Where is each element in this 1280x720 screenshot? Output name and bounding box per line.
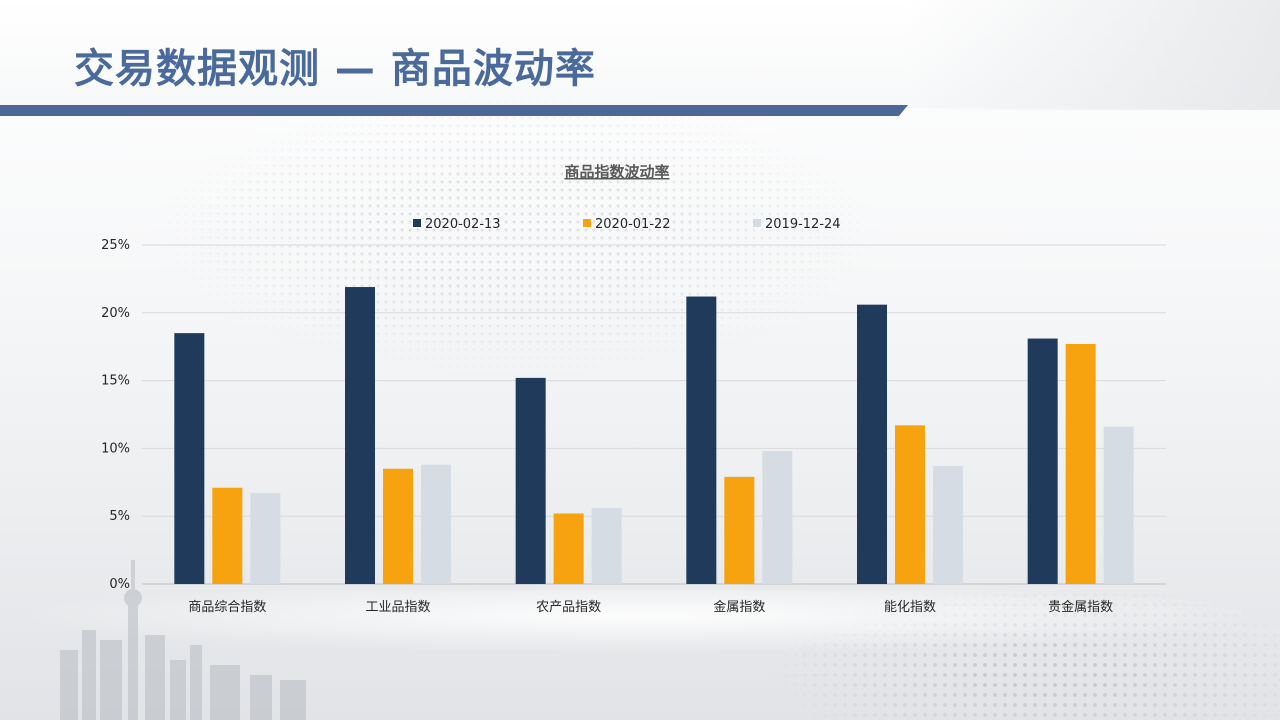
- bar: [762, 451, 793, 584]
- x-category-label: 农产品指数: [536, 600, 601, 615]
- legend-label: 2020-02-13: [425, 217, 501, 232]
- bar: [933, 466, 963, 584]
- x-category-label: 工业品指数: [365, 600, 430, 615]
- y-tick-label: 10%: [101, 441, 130, 456]
- y-axis-tick-labels: 0% 5% 10% 15% 20% 25%: [101, 238, 130, 592]
- x-category-label: 商品综合指数: [188, 600, 266, 615]
- bar: [250, 493, 281, 584]
- chart-title: 商品指数波动率: [564, 163, 669, 181]
- city-skyline-decoration: [60, 560, 306, 720]
- y-tick-label: 5%: [109, 509, 130, 524]
- legend-label: 2019-12-24: [765, 217, 841, 232]
- bar: [515, 377, 546, 584]
- bars: [174, 287, 1134, 584]
- page-title: 交易数据观测 — 商品波动率: [74, 46, 596, 92]
- header-fade-decoration: [905, 0, 1280, 110]
- bar: [895, 425, 925, 584]
- legend-swatch: [413, 219, 421, 227]
- bar: [553, 513, 584, 584]
- bar: [724, 476, 755, 584]
- bar: [345, 287, 375, 584]
- x-category-label: 贵金属指数: [1048, 599, 1113, 615]
- legend-swatch: [753, 219, 761, 227]
- bar: [1027, 338, 1058, 584]
- x-category-label: 能化指数: [884, 600, 936, 615]
- title-underline-bar: [0, 105, 908, 116]
- y-tick-label: 15%: [101, 374, 130, 389]
- bar: [1065, 343, 1096, 584]
- x-category-label: 金属指数: [713, 599, 765, 615]
- legend-label: 2020-01-22: [595, 217, 671, 232]
- gridlines: [142, 244, 1166, 585]
- x-axis-category-labels: 商品综合指数 工业品指数 农产品指数 金属指数 能化指数 贵金属指数: [188, 599, 1113, 615]
- legend-swatch: [583, 219, 591, 227]
- bar: [591, 508, 622, 584]
- y-tick-label: 20%: [101, 306, 130, 321]
- bar: [383, 468, 413, 584]
- bar: [686, 296, 717, 584]
- bar: [421, 464, 451, 584]
- bar: [174, 333, 205, 584]
- y-tick-label: 0%: [109, 577, 130, 592]
- bar: [1103, 426, 1134, 584]
- bar: [212, 487, 243, 584]
- bar: [857, 304, 887, 584]
- y-tick-label: 25%: [101, 238, 130, 253]
- legend: 2020-02-13 2020-01-22 2019-12-24: [413, 217, 841, 232]
